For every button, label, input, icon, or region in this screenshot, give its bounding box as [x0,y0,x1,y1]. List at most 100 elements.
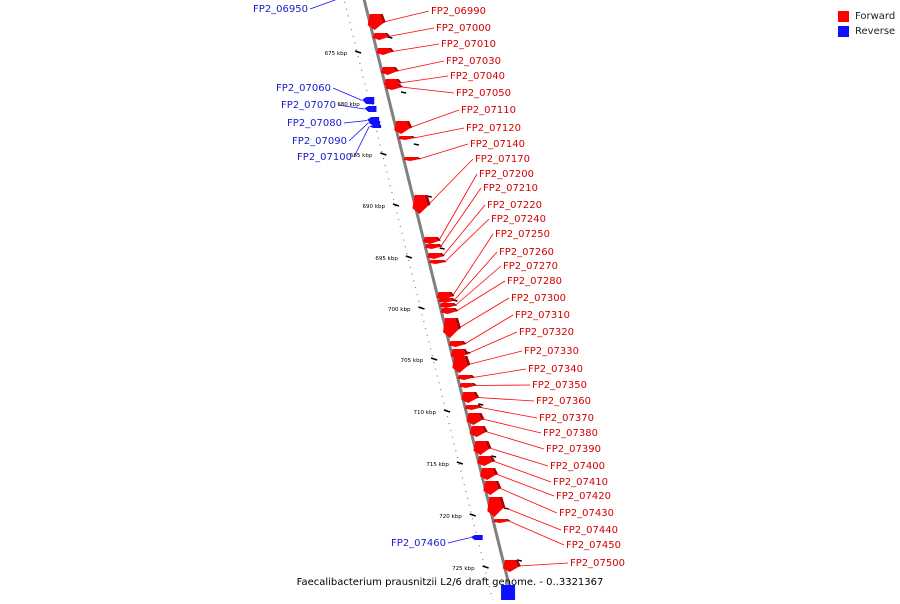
gene-arrow-forward [438,298,454,303]
gene-arrow-shade [473,392,480,399]
tick-mark [380,152,387,156]
gene-arrow-forward [457,375,473,380]
gene-arrow-forward [483,481,499,495]
label-leader [480,407,538,419]
label-leader [454,265,502,306]
gene-arrow-shade [489,456,496,462]
gene-arrow-forward [480,468,496,480]
gene-label-forward: FP2_07300 [511,293,566,304]
legend-swatch-reverse [838,26,849,37]
gene-label-forward: FP2_07420 [556,491,611,502]
gene-arrow-shade [388,48,395,53]
gene-arrow-forward [464,405,480,410]
gene-arrow-shade [499,497,506,509]
gene-arrow-shade [395,79,402,84]
gene-label-reverse: FP2_07060 [276,83,331,94]
tick-mark [443,409,451,413]
tick-mark [405,255,413,259]
label-leader [518,562,569,567]
label-leader [495,473,555,497]
gene-label-forward: FP2_07210 [483,183,538,194]
label-leader [456,280,506,312]
label-leader [388,27,435,37]
backbone-tick [413,143,420,146]
tick-label: 705 kbp [401,358,424,364]
tick-label: 715 kbp [426,462,449,468]
gene-label-forward: FP2_07320 [519,327,574,338]
gene-arrow-shade [454,318,461,330]
gene-arrow-forward [459,383,475,388]
gene-arrow-forward [422,237,438,244]
gene-label-forward: FP2_07000 [436,23,491,34]
legend-swatch-forward [838,11,849,22]
label-leader [442,204,486,257]
label-leader [477,397,535,402]
gene-label-forward: FP2_07250 [495,229,550,240]
gene-arrow-forward [487,497,503,517]
label-leader [444,218,490,263]
gene-arrow-shade [438,253,445,257]
gene-arrow-shade [495,481,502,490]
gene-arrow-shade [440,260,447,263]
label-leader [332,87,363,101]
gene-arrow-shade [452,308,459,312]
gene-arrow-shade [469,375,476,378]
label-leader [489,447,549,467]
label-leader [440,187,482,247]
gene-label-reverse: FP2_06950 [253,4,308,15]
gene-label-forward: FP2_07380 [543,428,598,439]
gene-arrow-shade [504,519,511,522]
gene-arrow-forward [440,308,456,314]
gene-arrow-shade [481,426,488,433]
gene-arrow-shade [434,237,441,242]
tick-label: 700 kbp [388,307,411,313]
label-leader [410,109,460,128]
gene-label-forward: FP2_07240 [491,214,546,225]
gene-arrow-forward [367,14,383,30]
gene-label-forward: FP2_06990 [431,6,486,17]
gene-label-forward: FP2_07370 [539,413,594,424]
gene-label-forward: FP2_07500 [570,558,625,569]
label-leader [428,158,474,205]
gene-arrow-forward [461,392,477,403]
label-leader [503,506,562,531]
gene-arrow-forward [385,84,401,90]
label-leader [447,537,471,544]
gene-arrow-forward [502,560,518,572]
gene-arrow-shade [476,405,483,408]
gene-arrow-forward [426,253,442,259]
tick-label: 710 kbp [414,410,437,416]
gene-arrow-forward [448,341,464,347]
label-leader [383,10,430,23]
gene-arrow-shade [492,468,499,476]
gene-label-forward: FP2_07050 [456,88,511,99]
tick-mark [469,513,476,517]
gene-arrow-forward [473,441,489,455]
gene-arrow-forward [469,426,485,437]
backbone-tick [439,247,445,250]
gene-label-forward: FP2_07110 [461,105,516,116]
tick-mark [482,565,489,569]
gene-label-reverse: FP2_07100 [297,152,352,163]
gene-label-forward: FP2_07400 [550,461,605,472]
gene-arrow-shade [409,136,416,139]
tick-mark [354,50,362,54]
backbone-tick [400,91,407,94]
gene-arrow-shade [464,356,471,367]
label-leader [418,143,469,160]
label-leader [453,251,498,301]
tick-label: 695 kbp [375,256,398,262]
label-leader [438,173,478,241]
legend-item-reverse: Reverse [838,24,895,39]
gene-arrow-forward [397,136,413,140]
gene-arrow-shade [397,84,404,88]
tick-mark [392,203,400,207]
gene-arrow-forward [466,413,482,425]
gene-label-forward: FP2_07390 [546,444,601,455]
tick-label: 685 kbp [350,153,373,159]
gene-label-forward: FP2_07030 [446,56,501,67]
tick-label: 720 kbp [439,514,462,520]
gene-arrow-shade [471,383,478,386]
gene-arrow-reverse [470,535,483,540]
